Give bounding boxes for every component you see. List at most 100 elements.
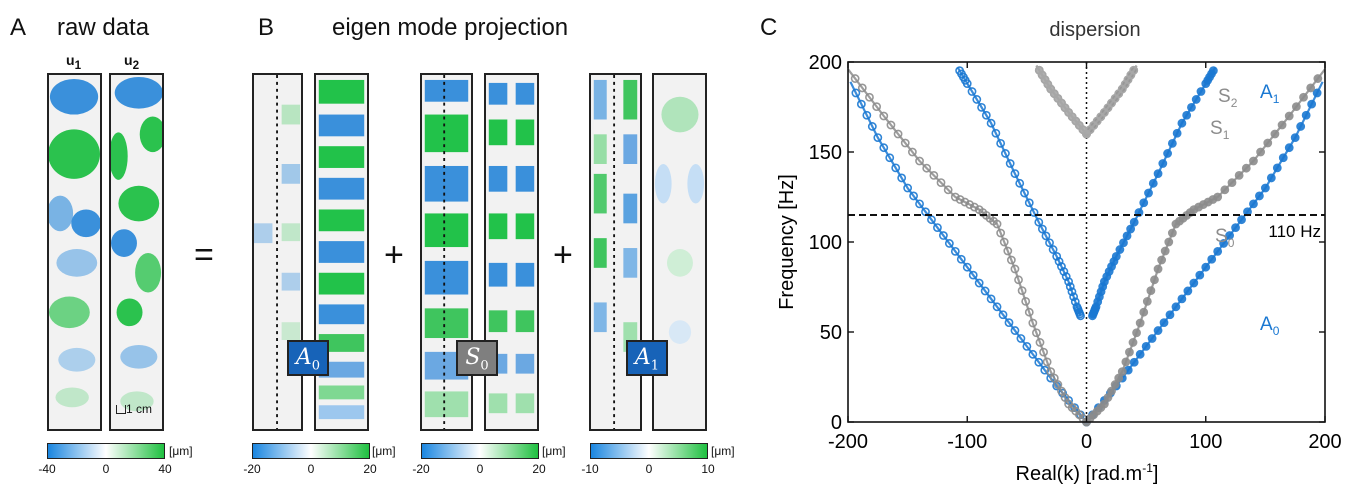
data-point-S0 <box>1010 264 1020 274</box>
data-point-S0 <box>1032 328 1041 338</box>
y-axis-label: Frequency [Hz] <box>776 174 798 310</box>
data-point-S0 <box>1164 237 1174 247</box>
data-point-A1 <box>1057 262 1066 271</box>
data-point-S0 <box>1006 255 1016 265</box>
data-point-S0 <box>1142 296 1152 306</box>
data-point-S0 <box>1017 286 1027 295</box>
data-point-S0 <box>1167 228 1177 238</box>
data-point-S0 <box>879 111 889 121</box>
data-point-A0 <box>1255 191 1264 201</box>
data-point-A1 <box>1115 245 1125 254</box>
data-point-S0 <box>929 170 939 180</box>
data-point-A0 <box>856 99 866 109</box>
mode-annotation-A1: A1 <box>1260 82 1280 106</box>
plus-sign-1: + <box>384 236 404 274</box>
data-point-A0 <box>968 270 978 280</box>
data-point-S0 <box>886 120 896 130</box>
colorbar-a0-unit: [μm] <box>372 444 396 458</box>
scale-bar-label: 1 cm <box>126 402 153 416</box>
data-point-S0 <box>900 138 910 148</box>
data-point-S0 <box>1234 170 1244 180</box>
colorbar-a0-min: -20 <box>243 462 261 476</box>
data-point-A1 <box>1139 198 1149 208</box>
panel-c-letter: C <box>760 14 778 41</box>
data-point-S0 <box>1132 328 1141 338</box>
data-point-A0 <box>927 215 936 225</box>
equals-sign: = <box>194 236 214 274</box>
data-point-A0 <box>950 246 960 256</box>
data-point-S2 <box>1034 65 1044 75</box>
data-point-A1 <box>1172 128 1182 138</box>
data-point-S0 <box>872 102 882 112</box>
data-point-A1 <box>1129 217 1139 227</box>
colorbar-a0-mid: 0 <box>307 462 315 476</box>
data-point-A0 <box>1213 246 1223 256</box>
y-tick-label: 0 <box>831 412 842 434</box>
data-point-S0 <box>922 163 932 173</box>
data-point-A0 <box>1177 294 1187 304</box>
data-point-A0 <box>1129 357 1139 367</box>
data-point-A0 <box>1312 88 1322 98</box>
data-point-S0 <box>1227 178 1237 187</box>
data-point-A0 <box>1034 357 1044 367</box>
data-point-S0 <box>965 200 975 209</box>
mode-annotation-S1: S1 <box>1210 118 1230 142</box>
data-point-A0 <box>1189 278 1199 288</box>
data-point-A0 <box>992 302 1002 312</box>
u1-label: u1 <box>66 52 82 72</box>
data-point-S0 <box>1213 192 1223 202</box>
mode-a1-u1-strip <box>589 73 642 431</box>
data-point-A1 <box>1069 292 1079 302</box>
data-point-A0 <box>1231 223 1240 232</box>
data-point-A0 <box>1016 334 1026 343</box>
data-point-S0 <box>1306 83 1316 93</box>
data-point-A0 <box>956 254 966 264</box>
data-point-A0 <box>1195 270 1205 280</box>
data-point-S0 <box>1291 102 1301 112</box>
data-point-S0 <box>1241 163 1251 173</box>
data-point-A0 <box>897 173 907 183</box>
data-point-S0 <box>907 147 917 157</box>
data-point-A1 <box>981 110 991 120</box>
data-point-A1 <box>972 95 982 104</box>
data-point-A1 <box>1010 169 1020 178</box>
data-point-S0 <box>943 185 953 195</box>
data-point-A1 <box>1041 231 1051 241</box>
data-point-S0 <box>999 237 1009 247</box>
data-point-A0 <box>1207 254 1217 264</box>
data-point-A0 <box>1272 163 1282 173</box>
colorbar-a1-unit: [μm] <box>711 444 735 458</box>
data-point-A1 <box>1024 198 1034 208</box>
data-point-S0 <box>1039 347 1048 357</box>
y-tick-label: 50 <box>820 322 842 344</box>
data-point-A1 <box>1111 251 1121 261</box>
reference-line-label: 110 Hz <box>1268 222 1321 241</box>
data-point-S0 <box>950 192 960 202</box>
data-point-A1 <box>1187 102 1196 112</box>
data-point-A0 <box>1153 326 1163 335</box>
series-line-S2-neg <box>1085 65 1138 135</box>
y-tick-label: 100 <box>809 232 842 254</box>
data-point-S0 <box>1277 120 1287 130</box>
data-point-A0 <box>1296 122 1306 131</box>
data-point-A0 <box>891 163 901 173</box>
data-point-S0 <box>1256 147 1266 157</box>
data-point-A0 <box>915 199 924 209</box>
data-point-S0 <box>1135 318 1145 328</box>
data-point-A0 <box>998 310 1008 320</box>
mode-annotation-A0: A0 <box>1260 314 1280 338</box>
data-point-A0 <box>1290 133 1300 142</box>
data-point-S0 <box>1014 275 1023 285</box>
colorbar-s0-unit: [μm] <box>542 444 566 458</box>
data-point-A1 <box>1034 217 1044 227</box>
data-point-A1 <box>1029 208 1039 217</box>
colorbar-a-max: 40 <box>158 462 172 476</box>
data-point-A0 <box>962 262 972 272</box>
data-point-A0 <box>986 294 996 304</box>
data-point-A0 <box>974 278 984 288</box>
data-point-A0 <box>1237 215 1246 225</box>
y-tick-label: 150 <box>809 142 842 164</box>
data-point-A1 <box>1037 224 1047 234</box>
data-point-S0 <box>1046 367 1056 376</box>
mode-a0-u2-strip <box>314 73 369 431</box>
